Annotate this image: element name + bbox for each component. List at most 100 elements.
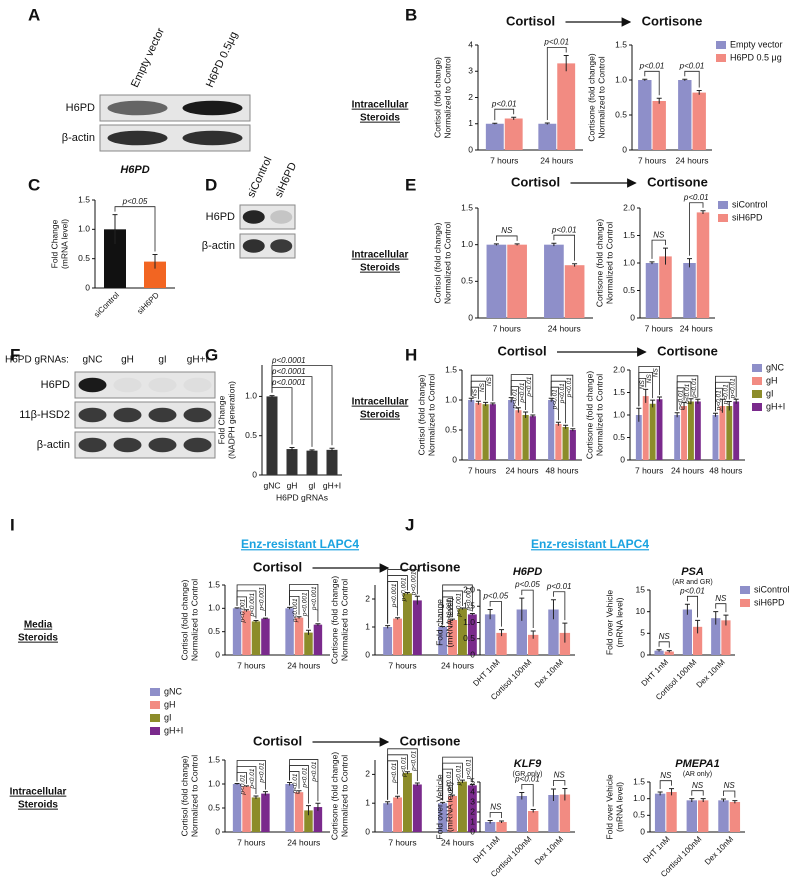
error-bar <box>511 116 517 120</box>
bar <box>559 632 571 655</box>
y-tick-label: 1.0 <box>615 74 627 84</box>
chart-title: Cortisone <box>400 559 461 574</box>
bar <box>544 244 564 318</box>
y-tick-label: 2 <box>365 593 370 603</box>
bracket <box>684 70 700 88</box>
bar <box>692 92 706 150</box>
legend-swatch <box>150 727 160 735</box>
error-bar <box>666 650 672 653</box>
bracket <box>689 202 704 256</box>
bar <box>686 800 697 832</box>
bar <box>393 797 402 832</box>
bracket <box>114 206 156 252</box>
chart-subtitle: (AR only) <box>683 771 712 778</box>
x-tick-label: gH+I <box>323 480 341 490</box>
annotation: p<0.01 <box>401 756 408 777</box>
bar <box>448 620 457 655</box>
blot-band <box>183 437 212 453</box>
side-label: Steroids <box>18 800 58 811</box>
chart-title: Cortisol <box>506 13 555 28</box>
bracket <box>521 784 534 807</box>
bar <box>326 449 338 475</box>
error-bar <box>563 424 569 429</box>
annotation: p<0.01 <box>639 61 665 70</box>
x-tick-label: 48 hours <box>709 465 742 475</box>
annotation: p<0.01 <box>716 390 723 411</box>
panel-label: C <box>28 175 40 194</box>
bracket <box>644 70 660 96</box>
x-tick-label: 7 hours <box>237 660 265 670</box>
y-tick-label: 1.5 <box>445 364 457 374</box>
y-tick-label: 0 <box>640 649 645 659</box>
error-bar <box>544 122 550 125</box>
annotation: NS <box>554 771 566 780</box>
bracket <box>494 108 515 121</box>
bar <box>448 796 457 832</box>
bar <box>569 430 576 460</box>
error-bar <box>650 399 656 408</box>
panel-label: I <box>10 515 15 534</box>
y-tick-label: 1 <box>470 816 475 826</box>
error-bar <box>726 401 732 411</box>
blot-band <box>113 437 142 453</box>
error-bar <box>475 400 481 405</box>
error-bar <box>669 788 675 796</box>
y-axis-label: Normalized to Control <box>339 579 349 661</box>
blot-band <box>113 377 142 393</box>
annotation: NS <box>660 771 672 780</box>
bar <box>718 800 729 832</box>
legend-label: gNC <box>164 686 183 696</box>
x-tick-label: 7 hours <box>493 323 521 333</box>
error-bar <box>519 792 525 800</box>
y-tick-label: 1 <box>365 797 370 807</box>
blot-column-label: gNC <box>82 355 102 366</box>
blot-band <box>78 437 107 453</box>
bar <box>482 404 489 460</box>
error-bar <box>234 607 240 609</box>
bar <box>726 406 733 460</box>
bracket <box>521 589 534 628</box>
bar <box>294 792 304 832</box>
y-tick-label: 2.0 <box>463 584 475 594</box>
bar <box>733 401 740 460</box>
y-axis-label: Normalized to Control <box>442 56 452 138</box>
error-bar <box>112 214 118 244</box>
error-bar <box>315 623 321 626</box>
legend-label: siControl <box>732 199 768 209</box>
annotation: p<0.001 <box>411 571 418 596</box>
annotation: p<0.01 <box>729 378 736 399</box>
y-tick-label: 1 <box>365 621 370 631</box>
y-tick-label: 0 <box>215 826 220 836</box>
bar <box>232 608 242 655</box>
error-bar <box>656 97 662 104</box>
annotation: NS <box>646 374 653 384</box>
bar <box>485 123 504 150</box>
y-tick-label: 0.5 <box>615 109 627 119</box>
y-tick-label: 5 <box>470 776 475 786</box>
bar <box>508 400 515 460</box>
error-bar <box>385 625 391 629</box>
legend-label: gH <box>164 699 176 709</box>
bracket <box>658 641 670 648</box>
annotation: p<0.001 <box>466 587 473 612</box>
error-bar <box>487 609 493 620</box>
annotation: p<0.05 <box>122 197 148 206</box>
error-bar <box>642 78 648 81</box>
blot-row-label: H6PD <box>206 211 235 223</box>
bar <box>696 212 710 318</box>
bracket <box>553 234 575 261</box>
annotation: p<0.01 <box>551 225 577 234</box>
annotation: p<0.0001 <box>271 356 306 365</box>
error-bar <box>508 397 514 403</box>
blot-band <box>148 407 177 423</box>
annotation: p<0.01 <box>552 389 559 410</box>
bar <box>548 795 559 832</box>
bar <box>682 609 692 655</box>
bar <box>484 614 496 655</box>
blot-band <box>107 130 168 146</box>
blot-band <box>242 239 265 253</box>
error-bar <box>395 617 401 620</box>
x-tick-label: 24 hours <box>441 660 474 670</box>
y-tick-label: 1.5 <box>633 776 645 786</box>
